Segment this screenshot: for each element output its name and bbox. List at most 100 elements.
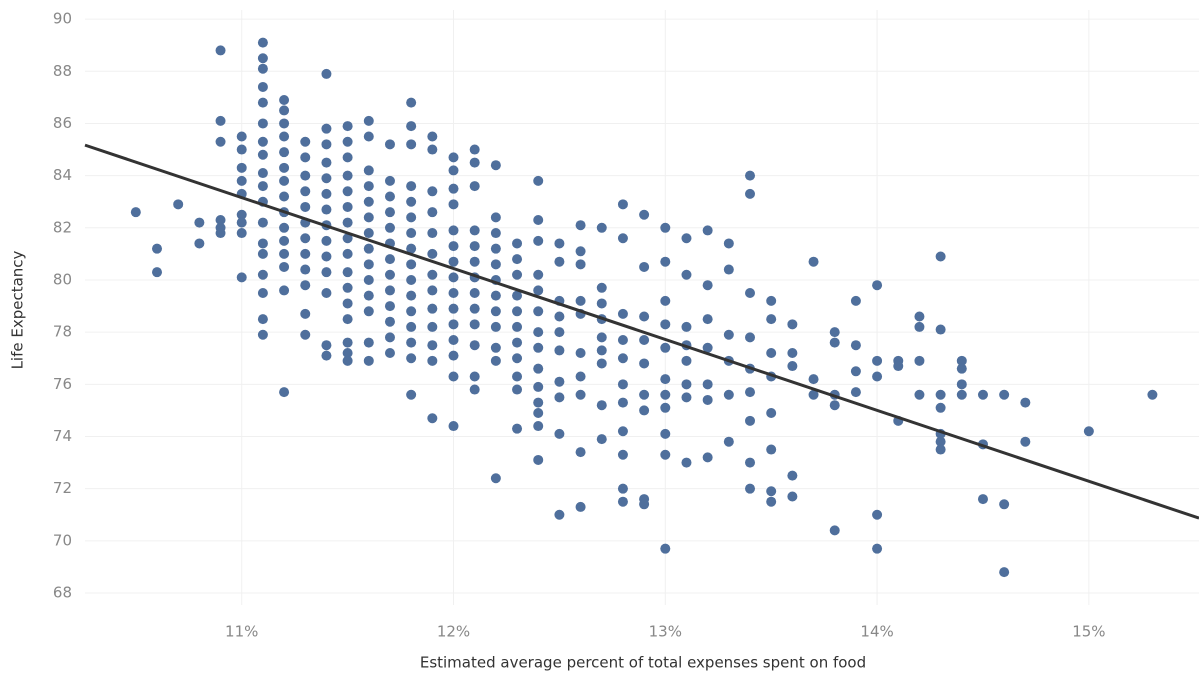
point — [596, 400, 607, 411]
point — [596, 298, 607, 309]
point — [279, 94, 290, 105]
point — [469, 340, 480, 351]
point — [999, 499, 1010, 510]
point — [469, 225, 480, 236]
point — [321, 139, 332, 150]
point — [596, 332, 607, 343]
point — [279, 191, 290, 202]
point — [406, 321, 417, 332]
point — [575, 501, 586, 512]
point — [342, 233, 353, 244]
point — [406, 139, 417, 150]
y-tick-label: 82 — [53, 218, 72, 236]
point — [300, 170, 311, 181]
point — [236, 144, 247, 155]
y-tick-label: 78 — [53, 323, 72, 341]
point — [300, 233, 311, 244]
point — [596, 222, 607, 233]
point — [279, 248, 290, 259]
point — [512, 321, 523, 332]
point — [829, 337, 840, 348]
point — [279, 285, 290, 296]
point — [300, 186, 311, 197]
point — [257, 63, 268, 74]
point — [512, 423, 523, 434]
point — [406, 259, 417, 270]
point — [469, 181, 480, 192]
point — [660, 295, 671, 306]
point — [427, 207, 438, 218]
point — [427, 413, 438, 424]
point — [575, 371, 586, 382]
point — [257, 248, 268, 259]
point — [342, 186, 353, 197]
point — [363, 259, 374, 270]
point — [342, 348, 353, 359]
point — [448, 225, 459, 236]
point — [448, 272, 459, 283]
point — [681, 379, 692, 390]
x-tick-label: 15% — [1072, 623, 1105, 641]
point — [935, 251, 946, 262]
point — [935, 389, 946, 400]
point — [363, 306, 374, 317]
x-tick-label: 14% — [860, 623, 893, 641]
point — [554, 311, 565, 322]
point — [236, 272, 247, 283]
point — [533, 342, 544, 353]
point — [321, 173, 332, 184]
point — [660, 342, 671, 353]
point — [490, 160, 501, 171]
point — [512, 371, 523, 382]
point — [257, 118, 268, 129]
point — [469, 319, 480, 330]
point — [215, 115, 226, 126]
point — [575, 246, 586, 257]
point — [427, 340, 438, 351]
point — [533, 381, 544, 392]
point — [617, 233, 628, 244]
point — [596, 434, 607, 445]
point — [554, 327, 565, 338]
point — [575, 389, 586, 400]
point — [427, 269, 438, 280]
point — [279, 261, 290, 272]
point — [469, 256, 480, 267]
point — [321, 68, 332, 79]
point — [469, 288, 480, 299]
point — [406, 243, 417, 254]
point — [448, 421, 459, 432]
point — [490, 243, 501, 254]
point — [342, 248, 353, 259]
point — [215, 45, 226, 56]
point — [448, 371, 459, 382]
point — [850, 340, 861, 351]
point — [215, 214, 226, 225]
point — [300, 264, 311, 275]
point — [639, 358, 650, 369]
point — [702, 280, 713, 291]
point — [257, 37, 268, 48]
point — [363, 228, 374, 239]
point — [639, 499, 650, 510]
point — [384, 332, 395, 343]
point — [448, 165, 459, 176]
point — [808, 374, 819, 385]
point — [321, 235, 332, 246]
point — [490, 212, 501, 223]
point — [639, 389, 650, 400]
point — [427, 355, 438, 366]
point — [342, 217, 353, 228]
point — [257, 217, 268, 228]
x-tick-label: 13% — [649, 623, 682, 641]
point — [956, 389, 967, 400]
point — [617, 426, 628, 437]
point — [236, 162, 247, 173]
point — [321, 157, 332, 168]
point — [342, 170, 353, 181]
point — [321, 267, 332, 278]
x-axis-title: Estimated average percent of total expen… — [420, 654, 866, 672]
y-tick-label: 68 — [53, 584, 72, 602]
point — [279, 387, 290, 398]
point — [490, 355, 501, 366]
